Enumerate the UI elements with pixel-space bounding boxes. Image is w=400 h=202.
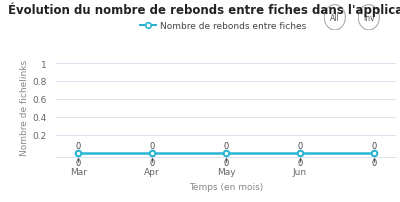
Y-axis label: Nombre de fichelinks: Nombre de fichelinks <box>20 59 29 155</box>
Text: 0: 0 <box>76 141 81 150</box>
Text: 0: 0 <box>297 141 302 150</box>
Text: 0: 0 <box>150 141 155 150</box>
Text: 0: 0 <box>297 158 302 167</box>
Text: 0: 0 <box>150 158 155 167</box>
Text: 0: 0 <box>223 141 229 150</box>
X-axis label: Temps (en mois): Temps (en mois) <box>189 182 263 191</box>
Text: Inv: Inv <box>363 14 375 23</box>
Text: 0: 0 <box>371 158 376 167</box>
Text: Évolution du nombre de rebonds entre fiches dans l'application: Évolution du nombre de rebonds entre fic… <box>8 2 400 16</box>
Text: 0: 0 <box>76 158 81 167</box>
Text: All: All <box>330 14 340 23</box>
Text: 0: 0 <box>371 141 376 150</box>
Text: 0: 0 <box>223 158 229 167</box>
Legend: Nombre de rebonds entre fiches: Nombre de rebonds entre fiches <box>136 19 310 35</box>
